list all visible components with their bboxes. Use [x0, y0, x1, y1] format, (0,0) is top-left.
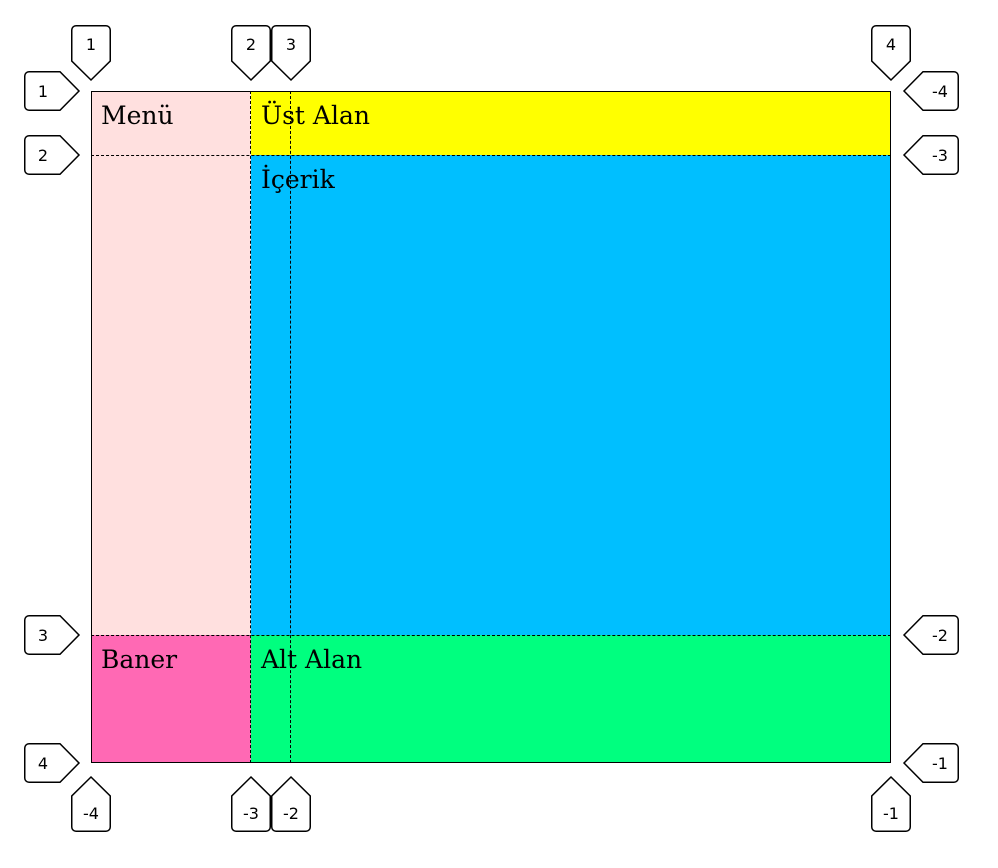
- badge-shape: [871, 25, 911, 82]
- badge-text: -2: [283, 803, 299, 823]
- badge-text: -3: [243, 803, 259, 823]
- badge-text: 4: [885, 34, 897, 54]
- badge-text: -1: [932, 753, 948, 773]
- badge-text: 1: [37, 81, 49, 101]
- content-label: İçerik: [261, 165, 335, 194]
- header-label: Üst Alan: [261, 101, 370, 130]
- content-area: İçerik: [251, 155, 891, 635]
- header-area: Üst Alan: [251, 91, 891, 155]
- badge-shape: [231, 25, 271, 82]
- badge-shape: [902, 615, 959, 655]
- badge-text: -1: [883, 803, 899, 823]
- grid-container: Menü Üst Alan İçerik Baner Alt Alan: [91, 91, 891, 763]
- badge-shape: [24, 743, 81, 783]
- row-line-3: [91, 635, 891, 636]
- badge-shape: [902, 135, 959, 175]
- badge-shape: [71, 25, 111, 82]
- badge-text: -3: [932, 145, 948, 165]
- footer-label: Alt Alan: [261, 645, 363, 674]
- badge-text: -4: [83, 803, 99, 823]
- menu-area: Menü: [91, 91, 251, 635]
- badge-text: -2: [932, 625, 948, 645]
- badge-text: 2: [245, 34, 257, 54]
- badge-shape: [271, 25, 311, 82]
- menu-label: Menü: [101, 101, 174, 130]
- column-line-3: [290, 91, 291, 763]
- badge-shape: [24, 71, 81, 111]
- column-line-2: [250, 91, 251, 763]
- badge-shape: [71, 775, 111, 832]
- badge-text: 4: [37, 753, 49, 773]
- badge-shape: [271, 775, 311, 832]
- badge-shape: [231, 775, 271, 832]
- badge-shape: [24, 615, 81, 655]
- badge-text: 2: [37, 145, 49, 165]
- badge-text: 3: [37, 625, 49, 645]
- footer-area: Alt Alan: [251, 635, 891, 763]
- badge-text: -4: [932, 81, 948, 101]
- row-line-2: [91, 155, 891, 156]
- badge-shape: [902, 71, 959, 111]
- badge-shape: [902, 743, 959, 783]
- banner-area: Baner: [91, 635, 251, 763]
- badge-shape: [871, 775, 911, 832]
- badge-text: 3: [285, 34, 297, 54]
- badge-shape: [24, 135, 81, 175]
- badge-text: 1: [85, 34, 97, 54]
- banner-label: Baner: [101, 645, 178, 674]
